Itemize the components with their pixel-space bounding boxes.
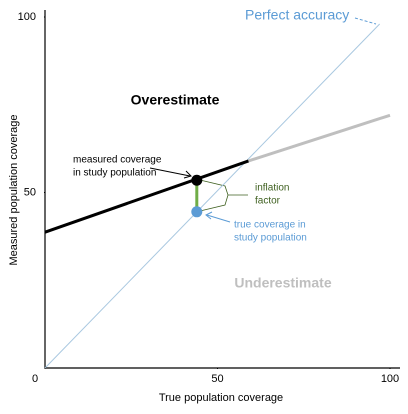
point <box>191 206 203 218</box>
annotation: true coverage in <box>234 220 306 231</box>
bracket <box>199 179 248 212</box>
y-tick-label: 50 <box>24 186 36 198</box>
arrow <box>354 17 377 25</box>
annotation: measured coverage <box>73 155 162 166</box>
y-tick-label: 100 <box>18 11 36 23</box>
y-axis-label: Measured population coverage <box>8 114 20 265</box>
annotation: factor <box>255 196 281 207</box>
annotation: study population <box>234 233 307 244</box>
x-tick-label: 50 <box>211 373 223 385</box>
arrow-head <box>205 211 213 220</box>
series-line <box>44 159 250 234</box>
arrow <box>149 167 191 177</box>
x-tick-label: 100 <box>381 373 399 385</box>
x-axis-label: True population coverage <box>159 392 283 404</box>
arrow-head <box>183 170 192 179</box>
annotation: inflation <box>255 183 289 194</box>
series-line <box>248 113 391 163</box>
arrow <box>206 214 231 223</box>
x-tick-label: 0 <box>32 373 38 385</box>
series-line <box>44 23 381 369</box>
annotation: Perfect accuracy <box>245 7 349 23</box>
annotation: Overestimate <box>131 92 220 108</box>
annotation: Underestimate <box>234 275 331 291</box>
point <box>191 174 203 186</box>
annotation: in study population <box>73 168 156 179</box>
